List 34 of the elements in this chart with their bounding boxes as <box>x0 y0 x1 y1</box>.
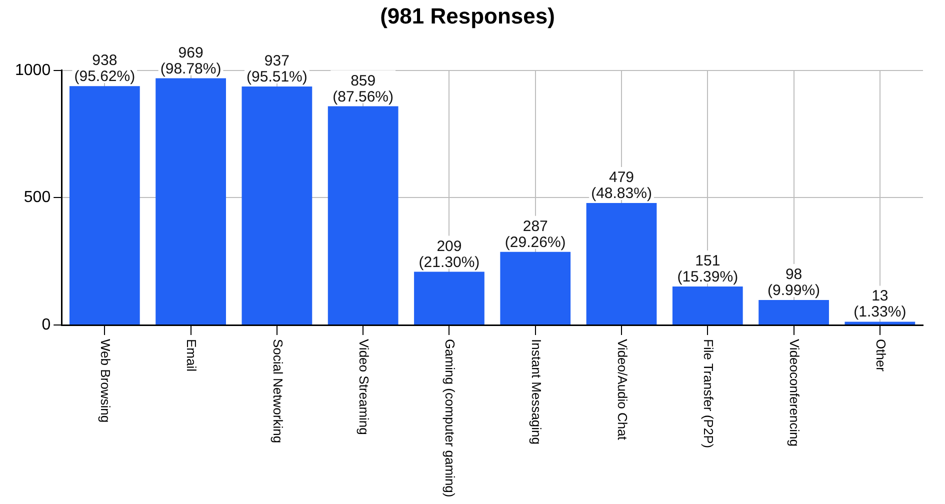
bar <box>69 86 140 324</box>
data-label: 13 (1.33%) <box>854 288 906 321</box>
x-tick-label: Instant Messaging <box>528 339 544 445</box>
bar <box>758 300 829 324</box>
data-label: 209 (21.30%) <box>418 238 480 271</box>
x-tick-label: Web Browsing <box>98 339 114 423</box>
bar <box>844 322 916 324</box>
data-label: 98 (9.99%) <box>768 266 820 300</box>
x-tick-label: Social Networking <box>270 339 286 444</box>
bar <box>242 86 312 324</box>
bar <box>156 78 226 324</box>
data-label: 287 (29.26%) <box>504 218 566 251</box>
x-tick-label: File Transfer (P2P) <box>701 339 716 448</box>
y-tick-label: 0 <box>42 316 51 334</box>
x-tick-label: Email <box>184 339 200 372</box>
bar <box>328 106 398 324</box>
x-tick-label: Video/Audio Chat <box>614 339 630 440</box>
data-label: 479 (48.83%) <box>591 169 652 202</box>
bar <box>414 272 484 324</box>
bar <box>586 203 657 324</box>
x-tick-label: Video Streaming <box>356 339 372 435</box>
chart-title: (981 Responses) <box>380 3 555 28</box>
x-tick-label: Other <box>873 339 888 372</box>
data-label: 859 (87.56%) <box>332 72 394 106</box>
data-label: 969 (98.78%) <box>160 44 222 78</box>
x-tick-label: Gaming (computer gaming) <box>442 339 458 498</box>
y-tick-label: 1000 <box>15 62 51 79</box>
x-tick-label: Videoconferencing <box>787 339 802 446</box>
bar <box>500 252 571 324</box>
data-label: 938 (95.62%) <box>74 52 136 86</box>
y-tick-label: 500 <box>24 189 51 206</box>
data-label: 937 (95.51%) <box>246 52 308 86</box>
data-label: 151 (15.39%) <box>677 252 738 286</box>
bar <box>672 286 743 324</box>
